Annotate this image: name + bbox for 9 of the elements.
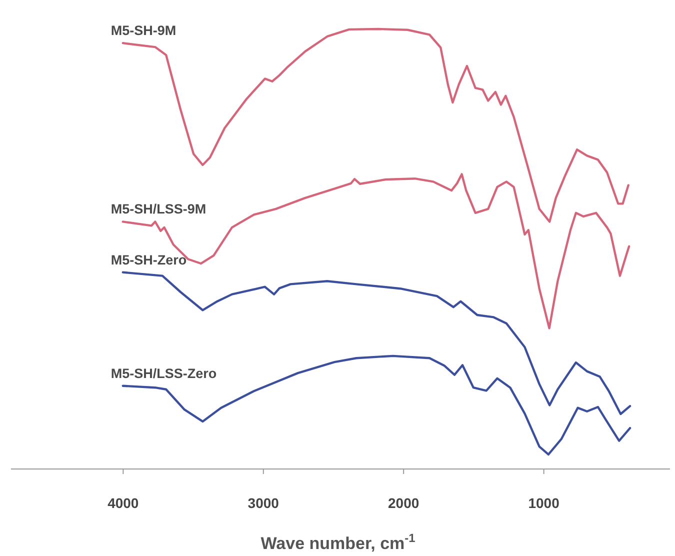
x-tick-label: 3000 — [248, 495, 280, 511]
x-tick-label: 2000 — [388, 495, 420, 511]
x-tick-label: 1000 — [528, 495, 560, 511]
series-label: M5-SH/LSS-9M — [110, 202, 206, 217]
series-label: M5-SH-9M — [110, 23, 176, 38]
series-label: M5-SH-Zero — [110, 252, 187, 268]
x-tick-label: 4000 — [108, 495, 139, 511]
series-label: M5-SH/LSS-Zero — [110, 366, 217, 381]
x-axis-title: Wave number, cm$^{-1}$ — [260, 531, 416, 553]
